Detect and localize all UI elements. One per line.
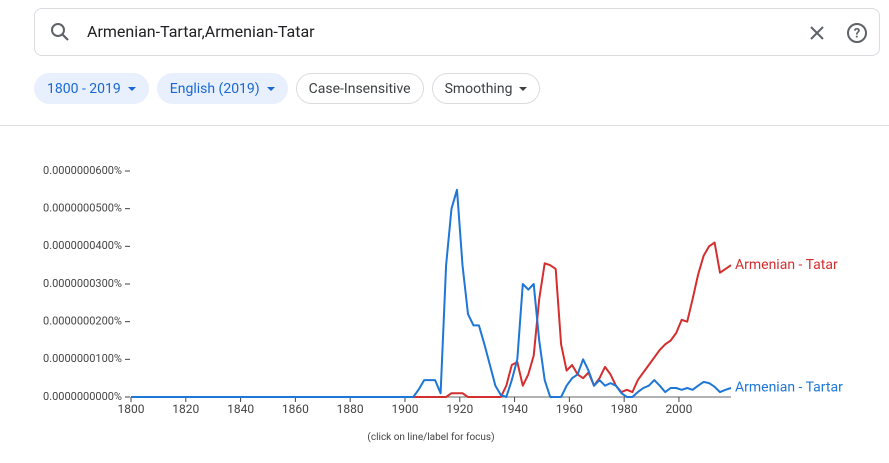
svg-text:?: ? bbox=[854, 26, 860, 41]
x-tick-label: 1840 bbox=[227, 402, 254, 416]
y-tick-label: 0.0000000200% bbox=[43, 315, 122, 328]
y-tick-label: 0.0000000600% bbox=[43, 164, 122, 177]
series-line[interactable] bbox=[131, 188, 732, 398]
corpus-chip[interactable]: English (2019) bbox=[156, 73, 288, 104]
x-tick-label: 1940 bbox=[501, 402, 528, 416]
chip-label: Smoothing bbox=[444, 80, 513, 97]
x-tick-label: 1880 bbox=[337, 402, 364, 416]
y-tick-label: 0.0000000400% bbox=[43, 239, 122, 252]
y-tick-label: 0.0000000100% bbox=[43, 352, 122, 365]
x-tick-label: 1820 bbox=[172, 402, 199, 416]
clear-icon[interactable] bbox=[808, 24, 826, 42]
search-query[interactable]: Armenian-Tartar,Armenian-Tatar bbox=[87, 22, 315, 41]
y-tick-label: 0.0000000300% bbox=[43, 277, 122, 290]
search-box[interactable]: Armenian-Tartar,Armenian-Tatar ? bbox=[34, 8, 880, 56]
x-tick-label: 1920 bbox=[446, 402, 473, 416]
x-tick-label: 1900 bbox=[391, 402, 418, 416]
x-tick-label: 1860 bbox=[282, 402, 309, 416]
series-label[interactable]: Armenian - Tatar bbox=[735, 257, 838, 273]
x-tick-label: 1960 bbox=[556, 402, 583, 416]
filter-bar: 1800 - 2019 English (2019) Case-Insensit… bbox=[34, 73, 541, 104]
chart: 0.0000000000% 0.0000000100% 0.0000000200% 0… bbox=[43, 164, 843, 416]
case-chip[interactable]: Case-Insensitive bbox=[295, 73, 424, 104]
series-label[interactable]: Armenian - Tartar bbox=[735, 380, 843, 396]
year-range-chip[interactable]: 1800 - 2019 bbox=[34, 73, 149, 104]
chip-label: English (2019) bbox=[169, 80, 260, 97]
help-icon[interactable]: ? bbox=[846, 22, 868, 44]
chip-label: Case-Insensitive bbox=[308, 80, 411, 97]
search-icon[interactable] bbox=[50, 22, 70, 42]
x-tick-label: 1800 bbox=[118, 402, 145, 416]
footnote: (click on line/label for focus) bbox=[367, 432, 495, 443]
y-tick-label: 0.0000000500% bbox=[43, 202, 122, 215]
x-tick-label: 1980 bbox=[611, 402, 638, 416]
y-tick-label: 0.0000000000% bbox=[43, 390, 122, 403]
series-line[interactable] bbox=[131, 241, 732, 398]
divider bbox=[0, 125, 889, 126]
chip-label: 1800 - 2019 bbox=[47, 80, 121, 97]
x-tick-label: 2000 bbox=[665, 402, 692, 416]
smoothing-chip[interactable]: Smoothing bbox=[431, 73, 541, 104]
